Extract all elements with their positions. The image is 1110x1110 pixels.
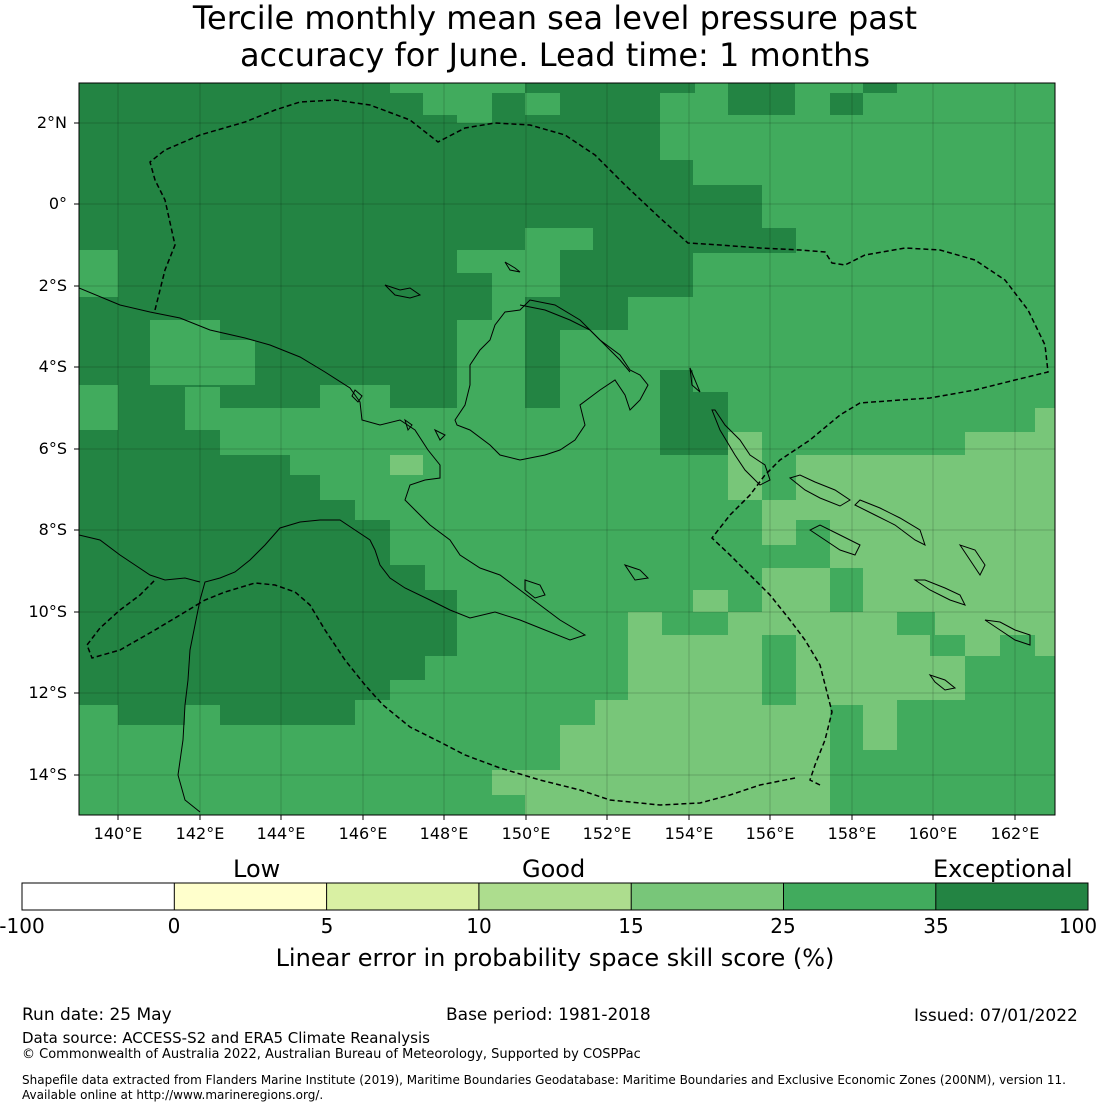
axis-ticks xyxy=(74,122,1016,820)
colorbar-label: Linear error in probability space skill … xyxy=(275,944,835,972)
lat-label: 8°S xyxy=(38,520,67,539)
lon-label: 140°E xyxy=(93,824,143,843)
colorbar-tick-label: 100 xyxy=(1058,914,1098,938)
skill-region-light-patches xyxy=(79,93,593,385)
lon-label: 144°E xyxy=(256,824,306,843)
colorbar-segment-25-35 xyxy=(783,883,936,910)
category-label-low: Low xyxy=(233,855,281,883)
colorbar-frame xyxy=(21,882,1089,911)
map-panel xyxy=(79,83,1055,815)
colorbar-tick-label: 0 xyxy=(167,914,181,938)
lon-label: 148°E xyxy=(419,824,469,843)
coastline xyxy=(79,261,1031,813)
colorbar-tick-label: -100 xyxy=(0,914,45,938)
graticule xyxy=(79,83,1055,815)
lat-label: 10°S xyxy=(28,602,67,621)
lon-label: 160°E xyxy=(908,824,958,843)
lat-label: 4°S xyxy=(38,357,67,376)
lon-label: 152°E xyxy=(582,824,632,843)
data-source: Data source: ACCESS-S2 and ERA5 Climate … xyxy=(22,1029,430,1047)
lon-label: 158°E xyxy=(827,824,877,843)
colorbar-segment-15-25 xyxy=(631,883,784,910)
shapefile-credit-1: Shapefile data extracted from Flanders M… xyxy=(22,1073,1066,1087)
lat-label: 0° xyxy=(48,194,67,213)
colorbar-segment-35-100 xyxy=(935,883,1088,910)
colorbar-tick-label: 5 xyxy=(320,914,334,938)
lat-label: 2°N xyxy=(36,113,67,132)
skill-region-exceptional xyxy=(79,83,897,725)
colorbar xyxy=(21,882,1089,911)
colorbar-tick-label: 10 xyxy=(466,914,492,938)
lat-label: 12°S xyxy=(28,683,67,702)
lon-label: 162°E xyxy=(990,824,1040,843)
colorbar-segment-neg100-0 xyxy=(22,883,175,910)
copyright: © Commonwealth of Australia 2022, Austra… xyxy=(22,1047,641,1062)
colorbar-tick-label: 15 xyxy=(618,914,644,938)
lon-label: 156°E xyxy=(745,824,795,843)
colorbar-tick-label: 25 xyxy=(770,914,796,938)
skill-region-moderate xyxy=(390,408,1055,815)
colorbar-segment-10-15 xyxy=(478,883,632,910)
base-period: Base period: 1981-2018 xyxy=(446,1005,651,1025)
colorbar-segment-0-5 xyxy=(174,883,327,910)
colorbar-segment-5-10 xyxy=(326,883,479,910)
issued-date: Issued: 07/01/2022 xyxy=(914,1006,1078,1026)
category-label-good: Good xyxy=(522,855,586,883)
eez-boundary xyxy=(86,99,1049,806)
lat-label: 6°S xyxy=(38,439,67,458)
colorbar-tick-label: 35 xyxy=(923,914,949,938)
lon-label: 142°E xyxy=(175,824,225,843)
chart-title-line-2: accuracy for June. Lead time: 1 months xyxy=(239,36,871,74)
lat-label: 14°S xyxy=(28,765,67,784)
lon-label: 154°E xyxy=(664,824,714,843)
shapefile-credit-2: Available online at http://www.marinereg… xyxy=(22,1088,324,1102)
lat-label: 2°S xyxy=(38,276,67,295)
lon-label: 150°E xyxy=(501,824,551,843)
category-label-exceptional: Exceptional xyxy=(933,855,1073,883)
lon-label: 146°E xyxy=(338,824,388,843)
chart-title-line-1: Tercile monthly mean sea level pressure … xyxy=(192,0,918,37)
run-date: Run date: 25 May xyxy=(22,1005,172,1025)
